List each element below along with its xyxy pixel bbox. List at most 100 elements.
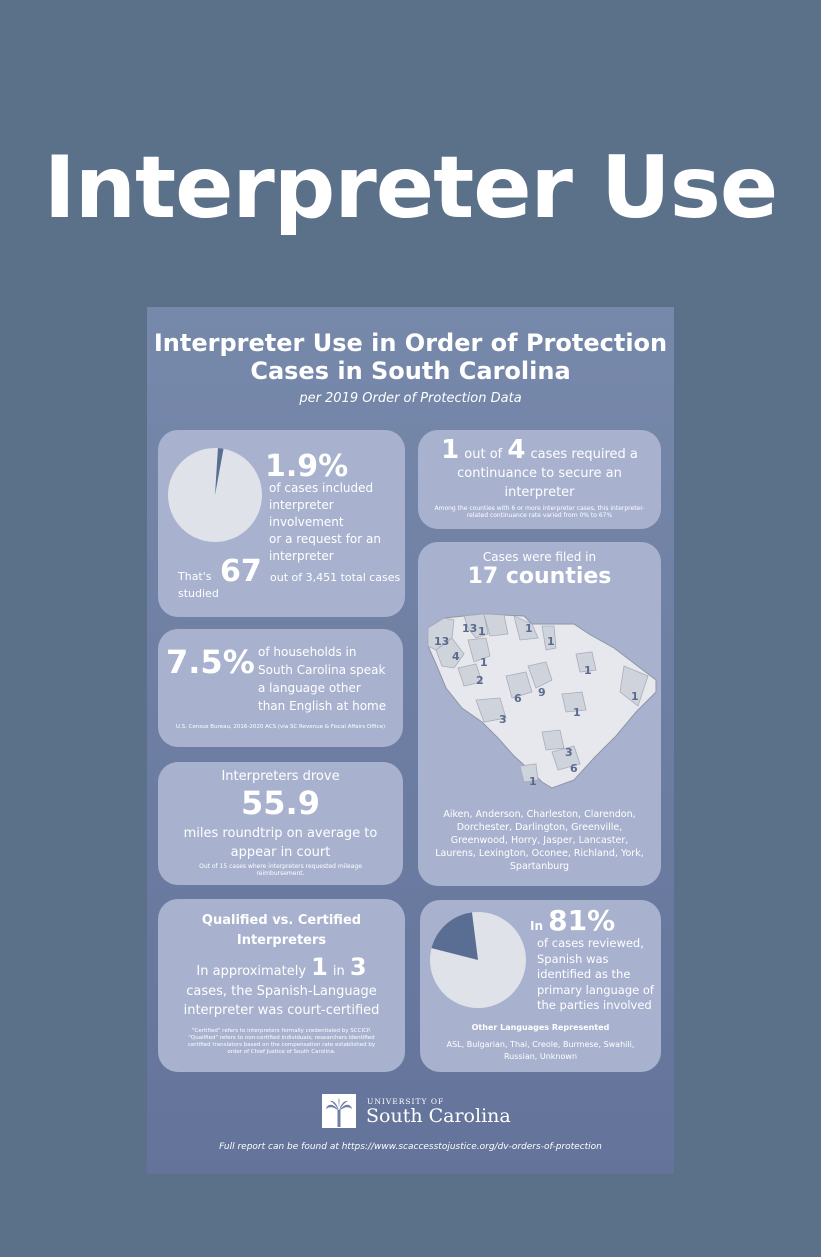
map-count-charleston: 6 [570, 762, 578, 775]
certified-card: Qualified vs. Certified Interpreters In … [158, 899, 405, 1072]
spanish-card: In 81% of cases reviewed, Spanish was id… [420, 900, 661, 1072]
poster-title-line-1: Interpreter Use in Order of Protection [153, 329, 668, 357]
other-languages-list: ASL, Bulgarian, Thai, Creole, Burmese, S… [420, 1039, 661, 1063]
south-carolina-map: 13 13 1 1 1 4 1 2 9 6 1 1 1 3 3 6 1 [427, 613, 657, 789]
map-count-york: 1 [525, 622, 533, 635]
continuance-out-of: out of [464, 447, 503, 462]
certified-num-2: 3 [349, 953, 367, 981]
cases-percent-card: 1.9% of cases included interpreter invol… [158, 430, 405, 617]
mileage-note: Out of 15 cases where interpreters reque… [158, 863, 403, 877]
continuance-line-2: continuance to secure an [457, 466, 622, 481]
cases-total: out of 3,451 total cases [270, 571, 401, 584]
note-line: "Qualified" refers to non-certified indi… [188, 1035, 375, 1041]
certified-approx: In approximately [196, 964, 307, 979]
cases-count: 67 [220, 554, 262, 589]
cases-percent-desc: of cases included interpreter involvemen… [269, 480, 405, 565]
note-line: Among the counties with 6 or more interp… [434, 505, 645, 512]
desc-line: of cases included [269, 481, 374, 495]
households-source: U.S. Census Bureau, 2016-2020 ACS (via S… [175, 724, 386, 730]
county-list-line: Greenwood, Horry, Jasper, Lancaster, [450, 835, 629, 846]
other-languages-line: ASL, Bulgarian, Thai, Creole, Burmese, S… [446, 1040, 635, 1049]
note-line: reimbursement. [256, 870, 305, 877]
county-list-line: Laurens, Lexington, Oconee, Richland, Yo… [435, 848, 644, 859]
counties-count: 17 counties [467, 564, 612, 589]
page-title: Interpreter Use [43, 138, 779, 238]
spanish-percent: 81% [548, 904, 616, 937]
spanish-percent-line: In 81% [530, 904, 615, 937]
county-richland [527, 661, 553, 689]
map-count-spartanburg: 1 [478, 625, 486, 638]
desc-line: a language other [258, 681, 361, 695]
thats-label: That's [178, 570, 212, 583]
infographic-poster: Interpreter Use in Order of Protection C… [147, 307, 674, 1174]
spanish-in: In [530, 919, 544, 933]
county-spartanburg [483, 613, 509, 637]
map-count-jasper: 1 [529, 775, 537, 788]
poster-title: Interpreter Use in Order of Protection C… [147, 329, 674, 385]
poster-subtitle: per 2019 Order of Protection Data [299, 391, 522, 406]
continuance-num-1: 1 [441, 435, 460, 465]
note-line: order of Chief Justice of South Carolina… [227, 1049, 336, 1055]
other-languages-line: Russian, Unknown [503, 1052, 578, 1061]
cases-percent-value: 1.9% [265, 449, 349, 484]
other-languages-header: Other Languages Represented [471, 1023, 610, 1032]
desc-line: identified as the [537, 967, 631, 981]
county-jasper [519, 763, 539, 783]
map-count-lexington: 6 [514, 692, 522, 705]
counties-card: Cases were filed in 17 counties 13 13 [418, 542, 661, 886]
counties-header: Cases were filed in [482, 550, 597, 564]
continuance-note: Among the counties with 6 or more interp… [418, 505, 661, 519]
certified-title: Qualified vs. Certified Interpreters [158, 911, 405, 951]
university-logo-icon [322, 1094, 356, 1128]
certified-title-line: Interpreters [236, 933, 327, 948]
spanish-desc: of cases reviewed, Spanish was identifie… [537, 936, 654, 1014]
desc-line: South Carolina speak [258, 663, 386, 677]
continuance-num-2: 4 [507, 435, 526, 465]
note-line: related continuance rate varied from 0% … [466, 512, 613, 519]
map-count-oconee: 13 [434, 635, 449, 648]
certified-notes: "Certified" refers to interpreters forma… [158, 1028, 405, 1056]
households-card: 7.5% of households in South Carolina spe… [158, 629, 403, 747]
county-darlington [575, 651, 597, 673]
map-count-anderson: 4 [452, 650, 460, 663]
state-outline [427, 613, 657, 789]
desc-line: primary language of [537, 982, 654, 997]
mileage-value: 55.9 [241, 784, 320, 822]
desc-line: or a request for an [269, 532, 381, 546]
county-charleston [551, 745, 581, 771]
note-line: "Certified" refers to interpreters forma… [191, 1028, 372, 1034]
map-count-richland: 9 [538, 686, 546, 699]
logo-south-carolina: South Carolina [366, 1105, 511, 1127]
county-greenville [463, 613, 489, 639]
county-anderson [435, 637, 465, 669]
certified-line-2: cases, the Spanish-Language [186, 984, 377, 999]
logo-university-of: UNIVERSITY OF [367, 1097, 445, 1106]
palmetto-tree-icon [326, 1098, 352, 1127]
desc-line: than English at home [258, 699, 387, 713]
note-line: Out of 15 cases where interpreters reque… [199, 863, 362, 870]
county-lancaster [541, 625, 557, 651]
county-list-line: Dorchester, Darlington, Greenville, [456, 822, 623, 833]
county-york [513, 615, 539, 641]
county-clarendon [561, 691, 587, 713]
map-count-greenville: 13 [462, 622, 477, 635]
desc-line: of households in [258, 645, 357, 659]
certified-line-3: interpreter was court-certified [183, 1003, 380, 1018]
desc-line: of cases reviewed, [537, 936, 644, 950]
map-count-horry: 1 [631, 690, 639, 703]
county-dorchester [541, 729, 565, 751]
map-count-clarendon: 1 [573, 706, 581, 719]
desc-line: Spanish was [537, 951, 609, 966]
mileage-line-1: miles roundtrip on average to [183, 826, 378, 841]
continuance-rest: cases required a [530, 447, 638, 462]
counties-list: Aiken, Anderson, Charleston, Clarendon, … [418, 808, 661, 873]
spanish-pie [430, 912, 526, 1008]
poster-title-line-2: Cases in South Carolina [250, 357, 571, 385]
county-list-line: Spartanburg [509, 861, 570, 872]
continuance-line-1: 1 out of 4 cases required a [418, 435, 661, 465]
desc-line: the parties involved [537, 998, 652, 1012]
pie-slice-interpreter [215, 448, 224, 495]
footer-report-link[interactable]: Full report can be found at https://www.… [219, 1142, 602, 1152]
note-line: certified translators based on the compe… [187, 1042, 376, 1048]
map-count-darlington: 1 [584, 664, 592, 677]
